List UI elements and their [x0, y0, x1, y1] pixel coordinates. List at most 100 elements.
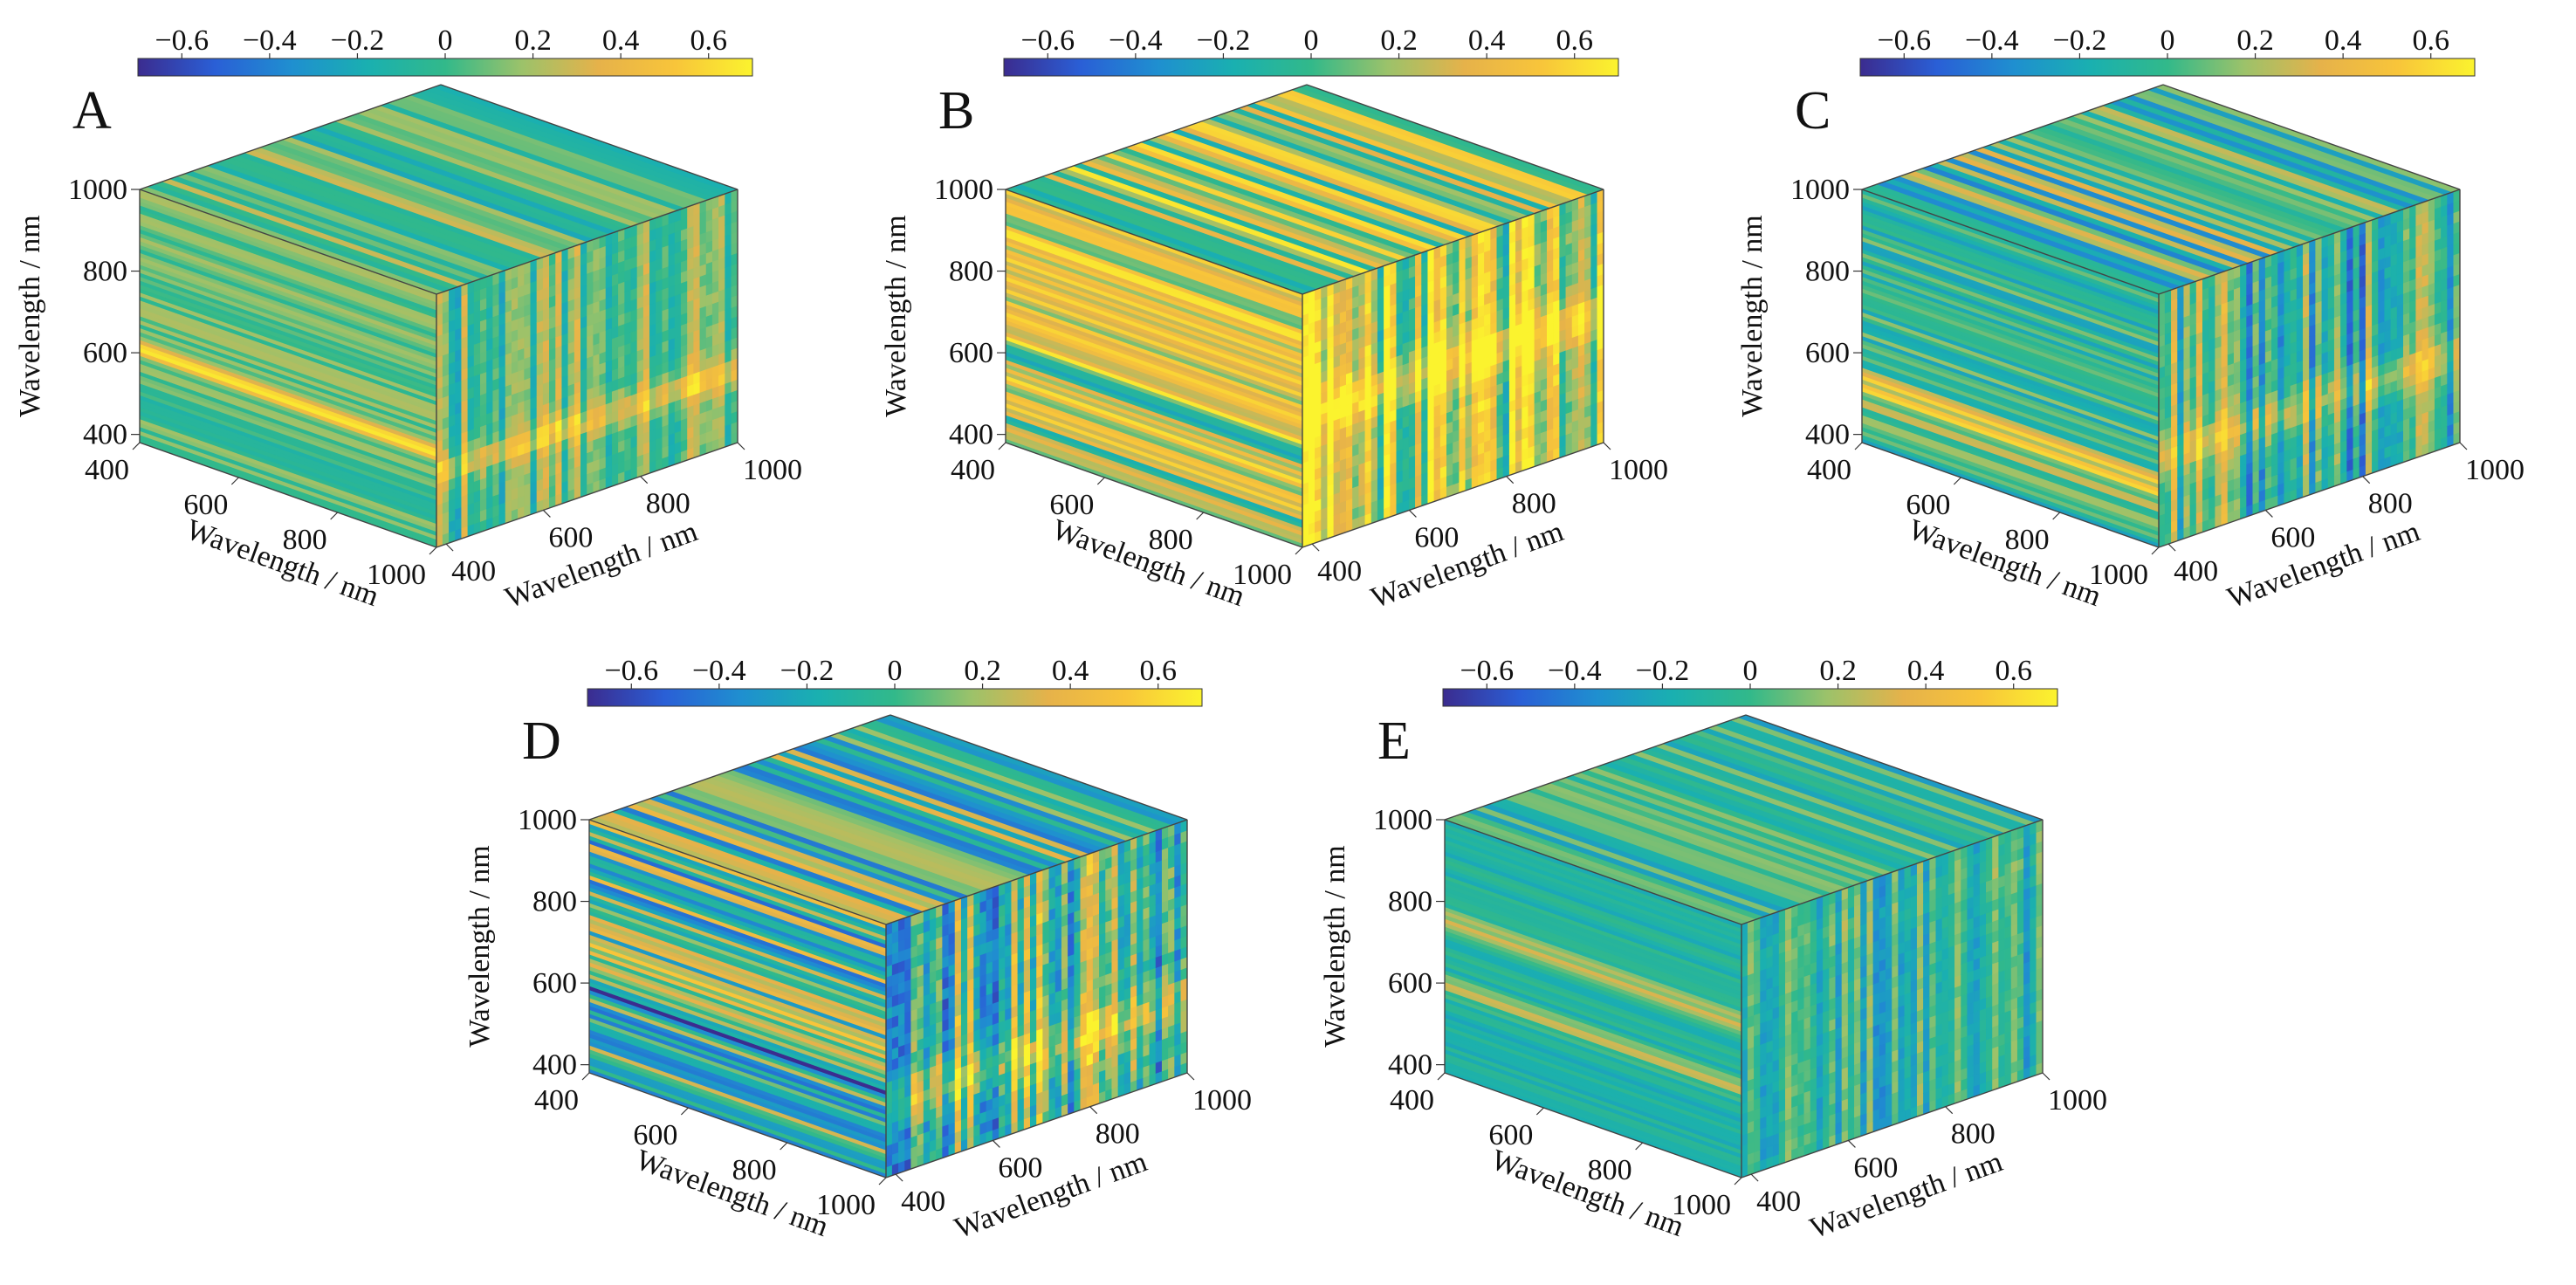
colorbar-tick-label: −0.4 — [243, 24, 297, 57]
left-depth-tick — [2151, 546, 2160, 555]
colorbar-tick-label: −0.4 — [692, 655, 746, 687]
colorbar-tick-label: 0 — [1304, 24, 1319, 57]
colorbar-tick-label: 0.6 — [690, 24, 727, 57]
left-depth-tick-label: 400 — [951, 454, 995, 486]
panel-label: D — [522, 711, 561, 771]
colorbar-tick-label: 0.4 — [1052, 655, 1089, 687]
left-depth-tick — [132, 442, 141, 450]
colorbar-tick-label: 0 — [2160, 24, 2175, 57]
left-depth-tick — [1953, 477, 1961, 485]
right-depth-tick-label: 600 — [1414, 521, 1459, 553]
right-depth-tick-label: 1000 — [743, 454, 802, 486]
vertical-axis-tick-label: 400 — [83, 419, 127, 451]
vertical-axis-tick-label: 800 — [1805, 256, 1850, 288]
colorbar-tick-label: 0.4 — [1468, 24, 1506, 57]
right-depth-tick-label: 800 — [2368, 488, 2413, 520]
right-depth-tick-label: 600 — [548, 521, 593, 553]
right-depth-tick-label: 600 — [2270, 521, 2315, 553]
left-depth-tick — [998, 442, 1006, 450]
right-depth-tick — [640, 476, 649, 484]
left-depth-tick — [429, 546, 437, 555]
vertical-axis-tick-label: 1000 — [68, 174, 127, 206]
vertical-axis-tick-label: 800 — [83, 256, 127, 288]
right-depth-tick-label: 400 — [451, 555, 496, 588]
colorbar-tick-label: 0 — [888, 655, 903, 687]
colorbar-tick-label: 0.2 — [2236, 24, 2274, 57]
left-depth-tick — [1096, 477, 1105, 485]
colorbar-tick-label: 0.2 — [514, 24, 552, 57]
left-depth-tick-label: 600 — [1049, 489, 1094, 521]
right-depth-tick — [445, 543, 454, 552]
right-depth-tick-label: 800 — [1512, 488, 1556, 520]
colorbar-tick-label: 0 — [438, 24, 453, 57]
colorbar-a — [137, 58, 753, 77]
colorbar-d — [587, 688, 1203, 707]
right-depth-axis-label: Wavelength / nm — [501, 515, 702, 615]
colorbar-tick-label: 0.4 — [602, 24, 640, 57]
panel-b: −0.6 −0.4 −0.2 0 0.2 0.4 0.6 B 400 600 800 1000 Wave… — [880, 24, 1668, 615]
panel-a: −0.6 −0.4 −0.2 0 0.2 0.4 0.6 A 400 600 800 1000 Wave… — [14, 24, 802, 615]
vertical-axis-tick-label: 1000 — [1790, 174, 1850, 206]
colorbar-tick-label: −0.6 — [1877, 24, 1931, 57]
right-depth-tick-label: 1000 — [2465, 454, 2524, 486]
vertical-axis-tick-label: 400 — [1805, 419, 1850, 451]
right-depth-tick — [2167, 543, 2176, 552]
colorbar-tick-label: 0.6 — [2412, 24, 2449, 57]
colorbar-tick-label: 0.2 — [964, 655, 1001, 687]
colorbar-tick-label: −0.4 — [1109, 24, 1163, 57]
right-depth-tick — [1506, 476, 1515, 484]
right-depth-tick — [2459, 442, 2468, 450]
vertical-axis-tick-label: 400 — [949, 419, 993, 451]
left-depth-tick-label: 600 — [183, 489, 228, 521]
colorbar-tick-label: 0.4 — [2325, 24, 2362, 57]
right-depth-tick — [2264, 509, 2273, 518]
colorbar-tick-label: 0.6 — [1139, 655, 1177, 687]
left-depth-tick-label: 400 — [1807, 454, 1851, 486]
colorbar-tick-label: −0.6 — [604, 655, 658, 687]
vertical-axis-label: Wavelength / nm — [14, 215, 46, 416]
right-depth-tick-label: 400 — [2174, 555, 2218, 588]
right-depth-tick — [1603, 442, 1611, 450]
left-depth-tick — [230, 477, 239, 485]
vertical-axis-tick-label: 1000 — [934, 174, 993, 206]
vertical-axis-tick-label: 600 — [949, 337, 993, 369]
colorbar-tick-label: −0.2 — [1197, 24, 1251, 57]
left-depth-tick-label: 400 — [85, 454, 129, 486]
colorbar-tick-label: −0.6 — [155, 24, 209, 57]
colorbar-b — [1003, 58, 1619, 77]
left-depth-tick — [1196, 512, 1205, 520]
colorbar-c — [1859, 58, 2476, 77]
right-depth-axis-label: Wavelength / nm — [1367, 515, 1568, 615]
panel-c: −0.6 −0.4 −0.2 0 0.2 0.4 0.6C4006008001000Wave… — [1736, 24, 2524, 615]
left-depth-tick-label: 600 — [1906, 489, 1950, 521]
left-depth-tick — [330, 512, 339, 520]
vertical-axis-label: Wavelength / nm — [1736, 215, 1769, 416]
right-depth-tick — [1408, 509, 1417, 518]
panel-label: A — [72, 81, 112, 141]
left-depth-tick — [1295, 546, 1303, 555]
right-depth-axis-label: Wavelength / nm — [2223, 515, 2424, 615]
colorbar-tick-label: 0.2 — [1380, 24, 1418, 57]
colorbar-tick-label: −0.2 — [331, 24, 385, 57]
right-depth-tick — [542, 509, 551, 518]
right-depth-tick-label: 1000 — [1609, 454, 1668, 486]
colorbar-tick-label: −0.4 — [1965, 24, 2019, 57]
panel-label: B — [938, 81, 974, 141]
left-depth-tick — [2052, 512, 2061, 520]
vertical-axis-label: Wavelength / nm — [880, 215, 912, 416]
colorbar-tick-label: −0.6 — [1020, 24, 1075, 57]
panel-d: −0.6 −0.4 −0.2 0 0.2 0.4 0.6D4006008001000Wave… — [464, 655, 1252, 1245]
right-depth-tick-label: 800 — [646, 488, 690, 520]
colorbar-tick-label: 0.6 — [1556, 24, 1593, 57]
panel-label: C — [1795, 81, 1831, 141]
right-depth-tick — [737, 442, 745, 450]
vertical-axis-tick-label: 600 — [1805, 337, 1850, 369]
vertical-axis-tick-label: 800 — [949, 256, 993, 288]
colorbar-tick-label: −0.2 — [780, 655, 835, 687]
vertical-axis-tick-label: 600 — [83, 337, 127, 369]
right-depth-tick-label: 400 — [1317, 555, 1362, 588]
left-depth-tick — [1854, 442, 1863, 450]
right-depth-tick — [2362, 476, 2371, 484]
right-depth-tick — [1311, 543, 1320, 552]
